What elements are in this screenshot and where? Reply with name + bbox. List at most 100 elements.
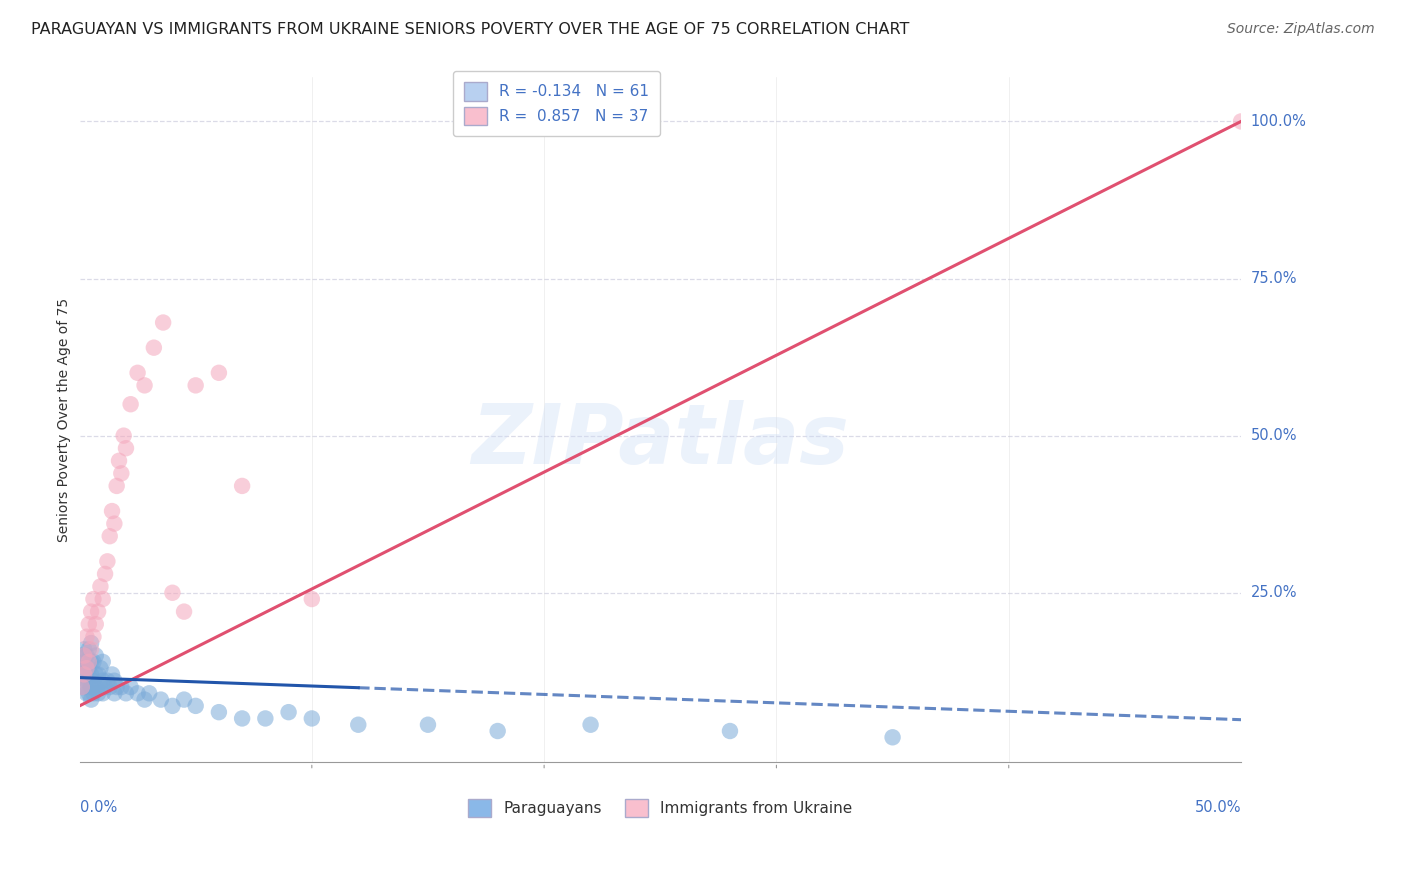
Point — [231, 711, 253, 725]
Point — [84, 617, 107, 632]
Point — [70, 680, 93, 694]
Point — [87, 686, 110, 700]
Legend: Paraguayans, Immigrants from Ukraine: Paraguayans, Immigrants from Ukraine — [463, 792, 858, 823]
Point — [82, 673, 104, 688]
Point — [84, 667, 107, 681]
Point — [98, 680, 121, 694]
Point — [208, 366, 231, 380]
Point — [98, 529, 121, 543]
Point — [82, 655, 104, 669]
Point — [77, 673, 100, 688]
Point — [120, 397, 142, 411]
Point — [76, 648, 98, 663]
Point — [73, 680, 96, 694]
Text: PARAGUAYAN VS IMMIGRANTS FROM UKRAINE SENIORS POVERTY OVER THE AGE OF 75 CORRELA: PARAGUAYAN VS IMMIGRANTS FROM UKRAINE SE… — [31, 22, 910, 37]
Y-axis label: Seniors Poverty Over the Age of 75: Seniors Poverty Over the Age of 75 — [58, 298, 72, 542]
Text: 100.0%: 100.0% — [1251, 114, 1306, 129]
Point — [96, 554, 118, 568]
Point — [76, 686, 98, 700]
Point — [1230, 114, 1253, 128]
Point — [134, 692, 156, 706]
Text: 50.0%: 50.0% — [1195, 800, 1241, 815]
Point — [162, 586, 184, 600]
Point — [184, 378, 207, 392]
Point — [77, 642, 100, 657]
Point — [76, 661, 98, 675]
Point — [882, 731, 904, 745]
Point — [80, 636, 103, 650]
Point — [80, 680, 103, 694]
Point — [101, 504, 124, 518]
Point — [138, 686, 160, 700]
Point — [103, 673, 125, 688]
Point — [142, 341, 165, 355]
Point — [115, 441, 138, 455]
Point — [94, 680, 117, 694]
Point — [82, 592, 104, 607]
Point — [127, 366, 149, 380]
Point — [110, 680, 132, 694]
Point — [73, 648, 96, 663]
Point — [82, 630, 104, 644]
Point — [73, 667, 96, 681]
Point — [87, 667, 110, 681]
Text: Source: ZipAtlas.com: Source: ZipAtlas.com — [1227, 22, 1375, 37]
Point — [173, 692, 195, 706]
Point — [301, 711, 323, 725]
Point — [101, 667, 124, 681]
Point — [73, 642, 96, 657]
Point — [77, 686, 100, 700]
Point — [120, 680, 142, 694]
Point — [89, 579, 111, 593]
Point — [486, 724, 509, 739]
Point — [73, 655, 96, 669]
Point — [162, 698, 184, 713]
Point — [80, 655, 103, 669]
Point — [91, 686, 114, 700]
Point — [149, 692, 172, 706]
Point — [89, 661, 111, 675]
Point — [84, 648, 107, 663]
Point — [301, 592, 323, 607]
Point — [91, 673, 114, 688]
Point — [77, 617, 100, 632]
Point — [103, 686, 125, 700]
Point — [127, 686, 149, 700]
Point — [91, 592, 114, 607]
Point — [76, 661, 98, 675]
Point — [84, 680, 107, 694]
Point — [80, 667, 103, 681]
Point — [416, 717, 439, 731]
Point — [82, 686, 104, 700]
Point — [80, 692, 103, 706]
Point — [76, 630, 98, 644]
Point — [105, 479, 128, 493]
Point — [108, 454, 131, 468]
Text: ZIPatlas: ZIPatlas — [471, 400, 849, 481]
Point — [231, 479, 253, 493]
Point — [70, 661, 93, 675]
Point — [89, 680, 111, 694]
Point — [70, 648, 93, 663]
Point — [277, 705, 299, 719]
Point — [208, 705, 231, 719]
Point — [80, 605, 103, 619]
Point — [134, 378, 156, 392]
Point — [173, 605, 195, 619]
Point — [105, 680, 128, 694]
Point — [103, 516, 125, 531]
Point — [579, 717, 602, 731]
Point — [80, 642, 103, 657]
Point — [347, 717, 370, 731]
Point — [254, 711, 277, 725]
Point — [94, 566, 117, 581]
Point — [77, 655, 100, 669]
Text: 75.0%: 75.0% — [1251, 271, 1298, 286]
Text: 50.0%: 50.0% — [1251, 428, 1298, 443]
Point — [70, 680, 93, 694]
Point — [91, 655, 114, 669]
Point — [112, 428, 135, 442]
Text: 25.0%: 25.0% — [1251, 585, 1298, 600]
Point — [152, 316, 174, 330]
Point — [184, 698, 207, 713]
